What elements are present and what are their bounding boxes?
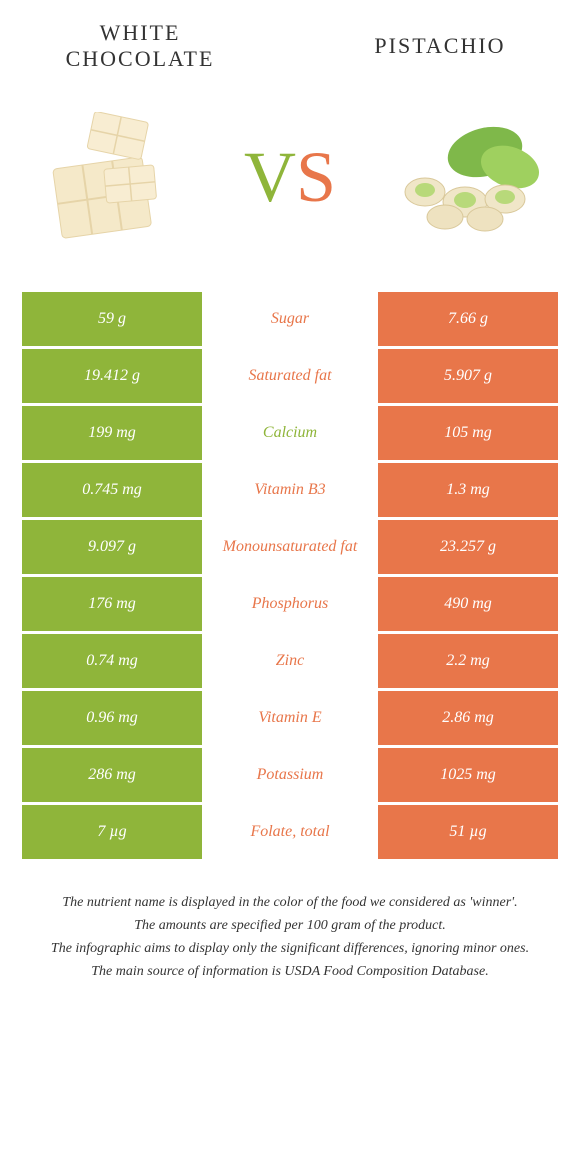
nutrient-label: Potassium — [202, 748, 378, 802]
nutrient-label: Folate, total — [202, 805, 378, 859]
nutrient-label: Vitamin B3 — [202, 463, 378, 517]
right-value: 2.2 mg — [378, 634, 558, 688]
footer-line: The amounts are specified per 100 gram o… — [30, 915, 550, 936]
vs-v-letter: V — [244, 136, 296, 219]
footer-line: The nutrient name is displayed in the co… — [30, 892, 550, 913]
table-row: 19.412 gSaturated fat5.907 g — [22, 349, 558, 403]
vs-label: VS — [244, 136, 336, 219]
right-value: 490 mg — [378, 577, 558, 631]
table-row: 0.74 mgZinc2.2 mg — [22, 634, 558, 688]
nutrient-label: Sugar — [202, 292, 378, 346]
header: WHITE CHOCOLATE PISTACHIO — [0, 20, 580, 72]
left-value: 199 mg — [22, 406, 202, 460]
nutrient-label: Monounsaturated fat — [202, 520, 378, 574]
left-food-title: WHITE CHOCOLATE — [40, 20, 240, 72]
left-value: 286 mg — [22, 748, 202, 802]
table-row: 59 gSugar7.66 g — [22, 292, 558, 346]
right-value: 5.907 g — [378, 349, 558, 403]
left-value: 0.74 mg — [22, 634, 202, 688]
right-value: 51 µg — [378, 805, 558, 859]
nutrient-label: Vitamin E — [202, 691, 378, 745]
left-value: 59 g — [22, 292, 202, 346]
table-row: 286 mgPotassium1025 mg — [22, 748, 558, 802]
pistachio-icon — [390, 107, 550, 247]
nutrient-label: Calcium — [202, 406, 378, 460]
right-value: 23.257 g — [378, 520, 558, 574]
footer-line: The main source of information is USDA F… — [30, 961, 550, 982]
nutrient-label: Phosphorus — [202, 577, 378, 631]
footer-notes: The nutrient name is displayed in the co… — [0, 862, 580, 982]
right-value: 1.3 mg — [378, 463, 558, 517]
table-row: 0.96 mgVitamin E2.86 mg — [22, 691, 558, 745]
left-value: 0.96 mg — [22, 691, 202, 745]
nutrient-label: Zinc — [202, 634, 378, 688]
nutrient-label: Saturated fat — [202, 349, 378, 403]
left-value: 176 mg — [22, 577, 202, 631]
table-row: 0.745 mgVitamin B31.3 mg — [22, 463, 558, 517]
footer-line: The infographic aims to display only the… — [30, 938, 550, 959]
left-value: 9.097 g — [22, 520, 202, 574]
hero-row: VS — [0, 102, 580, 252]
right-food-title: PISTACHIO — [340, 33, 540, 59]
comparison-table: 59 gSugar7.66 g19.412 gSaturated fat5.90… — [0, 292, 580, 859]
white-chocolate-icon — [30, 107, 190, 247]
vs-s-letter: S — [296, 136, 336, 219]
right-value: 105 mg — [378, 406, 558, 460]
table-row: 9.097 gMonounsaturated fat23.257 g — [22, 520, 558, 574]
right-value: 2.86 mg — [378, 691, 558, 745]
left-value: 7 µg — [22, 805, 202, 859]
right-value: 1025 mg — [378, 748, 558, 802]
left-value: 0.745 mg — [22, 463, 202, 517]
table-row: 7 µgFolate, total51 µg — [22, 805, 558, 859]
left-value: 19.412 g — [22, 349, 202, 403]
table-row: 199 mgCalcium105 mg — [22, 406, 558, 460]
right-value: 7.66 g — [378, 292, 558, 346]
table-row: 176 mgPhosphorus490 mg — [22, 577, 558, 631]
